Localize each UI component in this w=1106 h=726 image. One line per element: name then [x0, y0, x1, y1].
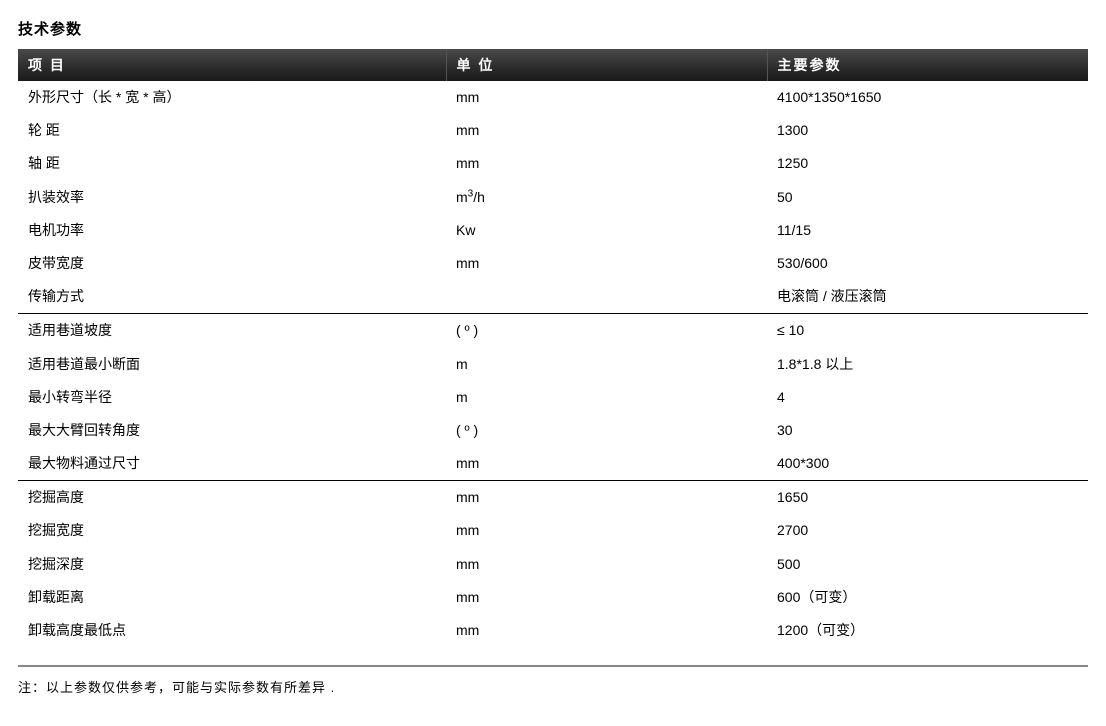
cell-value: 1200（可变）: [767, 614, 1088, 647]
cell-value: 1.8*1.8 以上: [767, 348, 1088, 381]
table-row: 适用巷道坡度( º )≤ 10: [18, 314, 1088, 348]
footnote: 注：以上参数仅供参考，可能与实际参数有所差异 .: [18, 665, 1088, 696]
cell-value: 50: [767, 181, 1088, 214]
table-row: 卸载距离mm600（可变）: [18, 581, 1088, 614]
table-row: 轴 距mm1250: [18, 147, 1088, 180]
cell-item: 皮带宽度: [18, 247, 446, 280]
cell-item: 最大物料通过尺寸: [18, 447, 446, 481]
cell-unit: mm: [446, 147, 767, 180]
spec-table: 项 目 单 位 主要参数 外形尺寸（长 * 宽 * 高）mm4100*1350*…: [18, 49, 1088, 647]
cell-item: 挖掘深度: [18, 548, 446, 581]
table-row: 挖掘高度mm1650: [18, 481, 1088, 515]
cell-value: 530/600: [767, 247, 1088, 280]
cell-item: 挖掘高度: [18, 481, 446, 515]
table-row: 卸载高度最低点mm1200（可变）: [18, 614, 1088, 647]
cell-value: 4: [767, 381, 1088, 414]
cell-item: 扒装效率: [18, 181, 446, 214]
cell-value: ≤ 10: [767, 314, 1088, 348]
cell-unit: mm: [446, 548, 767, 581]
cell-value: 11/15: [767, 214, 1088, 247]
cell-unit: mm: [446, 447, 767, 481]
table-row: 皮带宽度mm530/600: [18, 247, 1088, 280]
table-row: 适用巷道最小断面m1.8*1.8 以上: [18, 348, 1088, 381]
cell-item: 电机功率: [18, 214, 446, 247]
cell-value: 500: [767, 548, 1088, 581]
table-row: 扒装效率m3/h50: [18, 181, 1088, 214]
cell-item: 轴 距: [18, 147, 446, 180]
header-value: 主要参数: [767, 49, 1088, 81]
cell-value: 1250: [767, 147, 1088, 180]
cell-unit: mm: [446, 481, 767, 515]
table-row: 挖掘宽度mm2700: [18, 514, 1088, 547]
cell-unit: mm: [446, 81, 767, 114]
cell-value: 600（可变）: [767, 581, 1088, 614]
cell-item: 最小转弯半径: [18, 381, 446, 414]
table-body: 外形尺寸（长 * 宽 * 高）mm4100*1350*1650轮 距mm1300…: [18, 81, 1088, 647]
cell-item: 卸载高度最低点: [18, 614, 446, 647]
table-header: 项 目 单 位 主要参数: [18, 49, 1088, 81]
cell-unit: mm: [446, 114, 767, 147]
cell-unit: m: [446, 381, 767, 414]
cell-item: 卸载距离: [18, 581, 446, 614]
cell-item: 最大大臂回转角度: [18, 414, 446, 447]
table-row: 轮 距mm1300: [18, 114, 1088, 147]
cell-item: 适用巷道最小断面: [18, 348, 446, 381]
cell-unit: mm: [446, 581, 767, 614]
cell-unit: Kw: [446, 214, 767, 247]
cell-value: 1650: [767, 481, 1088, 515]
cell-unit: ( º ): [446, 414, 767, 447]
cell-unit: m: [446, 348, 767, 381]
cell-value: 4100*1350*1650: [767, 81, 1088, 114]
cell-value: 400*300: [767, 447, 1088, 481]
table-row: 传输方式 电滚筒 / 液压滚筒: [18, 280, 1088, 314]
cell-unit: mm: [446, 514, 767, 547]
cell-value: 1300: [767, 114, 1088, 147]
cell-item: 轮 距: [18, 114, 446, 147]
page-title: 技术参数: [18, 18, 1088, 39]
header-unit: 单 位: [446, 49, 767, 81]
table-row: 最大物料通过尺寸mm400*300: [18, 447, 1088, 481]
cell-item: 挖掘宽度: [18, 514, 446, 547]
cell-unit: mm: [446, 247, 767, 280]
table-row: 最小转弯半径m4: [18, 381, 1088, 414]
table-row: 挖掘深度mm500: [18, 548, 1088, 581]
cell-value: 30: [767, 414, 1088, 447]
cell-unit: ( º ): [446, 314, 767, 348]
cell-item: 传输方式: [18, 280, 446, 314]
cell-unit: [446, 280, 767, 314]
table-row: 电机功率Kw11/15: [18, 214, 1088, 247]
cell-item: 外形尺寸（长 * 宽 * 高）: [18, 81, 446, 114]
cell-value: 电滚筒 / 液压滚筒: [767, 280, 1088, 314]
table-row: 外形尺寸（长 * 宽 * 高）mm4100*1350*1650: [18, 81, 1088, 114]
cell-item: 适用巷道坡度: [18, 314, 446, 348]
header-item: 项 目: [18, 49, 446, 81]
cell-value: 2700: [767, 514, 1088, 547]
table-row: 最大大臂回转角度( º )30: [18, 414, 1088, 447]
cell-unit: m3/h: [446, 181, 767, 214]
cell-unit: mm: [446, 614, 767, 647]
